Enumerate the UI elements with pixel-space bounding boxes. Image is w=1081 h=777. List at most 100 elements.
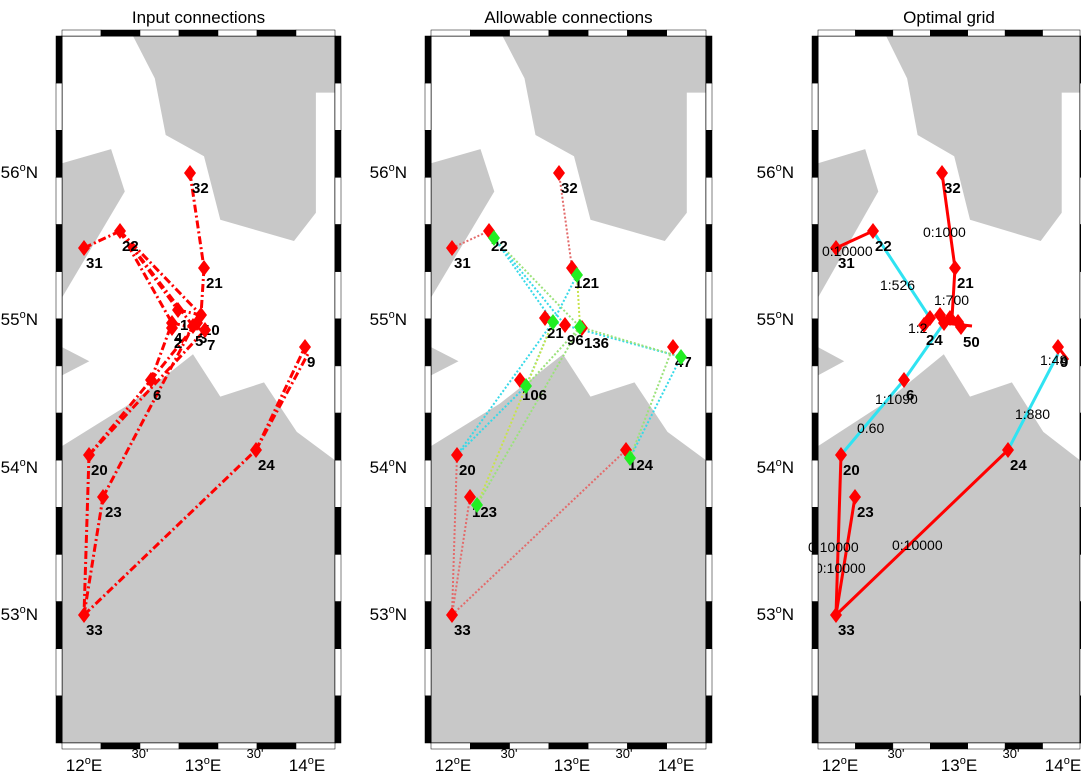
node-label: 31 xyxy=(454,255,471,272)
longitude-tick-label: 13oE xyxy=(554,755,590,775)
connection-line xyxy=(940,172,957,269)
latitude-tick-label: 54oN xyxy=(1,457,38,477)
node-marker xyxy=(830,607,842,623)
frame-scale-segment xyxy=(705,224,713,272)
frame-scale-segment xyxy=(334,412,342,461)
frame-scale-segment xyxy=(424,35,432,84)
frame-scale-segment xyxy=(705,459,713,508)
frame-scale-segment xyxy=(334,695,342,744)
latitude-tick-label: 53oN xyxy=(370,604,407,624)
edge-label: 0:1000 xyxy=(923,224,966,240)
frame-scale-segment xyxy=(424,271,432,320)
candidate-node-marker xyxy=(624,450,636,466)
frame-scale-segment xyxy=(811,601,819,649)
edge-label: 1:880 xyxy=(1015,406,1050,422)
frame-scale-segment xyxy=(430,29,471,37)
frame-scale-segment xyxy=(705,695,713,744)
frame-scale-segment xyxy=(811,224,819,272)
node-marker xyxy=(949,260,961,276)
edge-label: 0:10000 xyxy=(808,539,859,555)
frame-scale-segment xyxy=(55,318,63,367)
frame-scale-segment xyxy=(334,271,342,320)
frame-scale-segment xyxy=(817,29,856,37)
node-label: 21 xyxy=(206,275,223,292)
frame-scale-segment xyxy=(55,177,63,225)
candidate-node-marker xyxy=(471,497,483,513)
connection-line xyxy=(82,496,105,616)
connection-line xyxy=(254,351,311,451)
frame-scale-segment xyxy=(295,29,336,37)
node-label: 5 xyxy=(195,333,203,350)
frame-scale-segment xyxy=(627,742,667,750)
frame-scale-segment xyxy=(811,82,819,131)
panel-title: Optimal grid xyxy=(903,8,995,27)
frame-scale-segment xyxy=(217,29,258,37)
frame-scale-segment xyxy=(334,130,342,178)
frame-scale-segment xyxy=(967,742,1006,750)
node-marker xyxy=(955,319,967,335)
node-label: 22 xyxy=(122,238,139,255)
connection-line xyxy=(834,496,857,616)
land-area xyxy=(502,36,706,241)
node-marker xyxy=(464,489,476,505)
connection-line xyxy=(871,230,932,319)
frame-scale-segment xyxy=(334,82,342,131)
longitude-minor-tick-label: 30' xyxy=(1003,746,1020,761)
latitude-tick-label: 53oN xyxy=(757,604,794,624)
edge-label: 0:10000 xyxy=(822,243,873,259)
land-area xyxy=(886,36,1080,241)
longitude-tick-label: 12oE xyxy=(435,755,471,775)
node-label: 22 xyxy=(875,238,892,255)
candidate-node-marker xyxy=(547,314,559,330)
candidate-node-marker xyxy=(574,319,586,335)
frame-scale-segment xyxy=(811,412,819,461)
node-label: 31 xyxy=(838,255,855,272)
connection-line xyxy=(834,448,1010,617)
land-area xyxy=(62,149,125,298)
node-label: 21 xyxy=(547,325,564,342)
node-marker xyxy=(114,223,126,239)
connection-line xyxy=(451,454,458,616)
node-label: 21 xyxy=(957,275,974,292)
node-label: 9 xyxy=(1060,354,1068,371)
frame-scale-segment xyxy=(334,177,342,225)
frame-scale-segment xyxy=(178,742,219,750)
frame-scale-segment xyxy=(334,601,342,649)
node-label: 2 xyxy=(174,335,182,352)
connection-line xyxy=(149,322,174,381)
node-marker xyxy=(187,318,199,334)
candidate-node-marker xyxy=(520,378,532,394)
longitude-tick-label: 13oE xyxy=(941,755,977,775)
longitude-minor-tick-label: 30' xyxy=(247,746,264,761)
frame-scale-segment xyxy=(509,29,550,37)
longitude-minor-tick-label: 30' xyxy=(501,746,518,761)
latitude-tick-label: 54oN xyxy=(757,457,794,477)
edge-label: 1:1090 xyxy=(875,391,918,407)
frame-scale-segment xyxy=(424,459,432,508)
frame-scale-segment xyxy=(705,82,713,131)
land-area xyxy=(62,347,90,376)
frame-scale-segment xyxy=(334,459,342,508)
frame-scale-segment xyxy=(705,130,713,178)
connection-line xyxy=(576,274,581,328)
edge-label: 0:10000 xyxy=(815,560,866,576)
connection-line xyxy=(552,274,578,323)
frame-scale-segment xyxy=(424,224,432,272)
frame-scale-segment xyxy=(811,35,819,84)
frame-scale-segment xyxy=(55,601,63,649)
frame-scale-segment xyxy=(855,29,894,37)
node-label: 24 xyxy=(1010,457,1027,474)
node-label: 33 xyxy=(454,622,471,639)
latitude-tick-label: 55oN xyxy=(370,309,407,329)
node-marker xyxy=(553,165,565,181)
connection-line xyxy=(451,230,490,249)
node-marker xyxy=(184,165,196,181)
frame-scale-segment xyxy=(424,412,432,461)
frame-scale-segment xyxy=(334,554,342,602)
node-marker xyxy=(198,260,210,276)
node-label: 9 xyxy=(307,354,315,371)
land-area xyxy=(818,149,879,298)
frame-scale-segment xyxy=(55,648,63,697)
frame-scale-segment xyxy=(705,365,713,414)
